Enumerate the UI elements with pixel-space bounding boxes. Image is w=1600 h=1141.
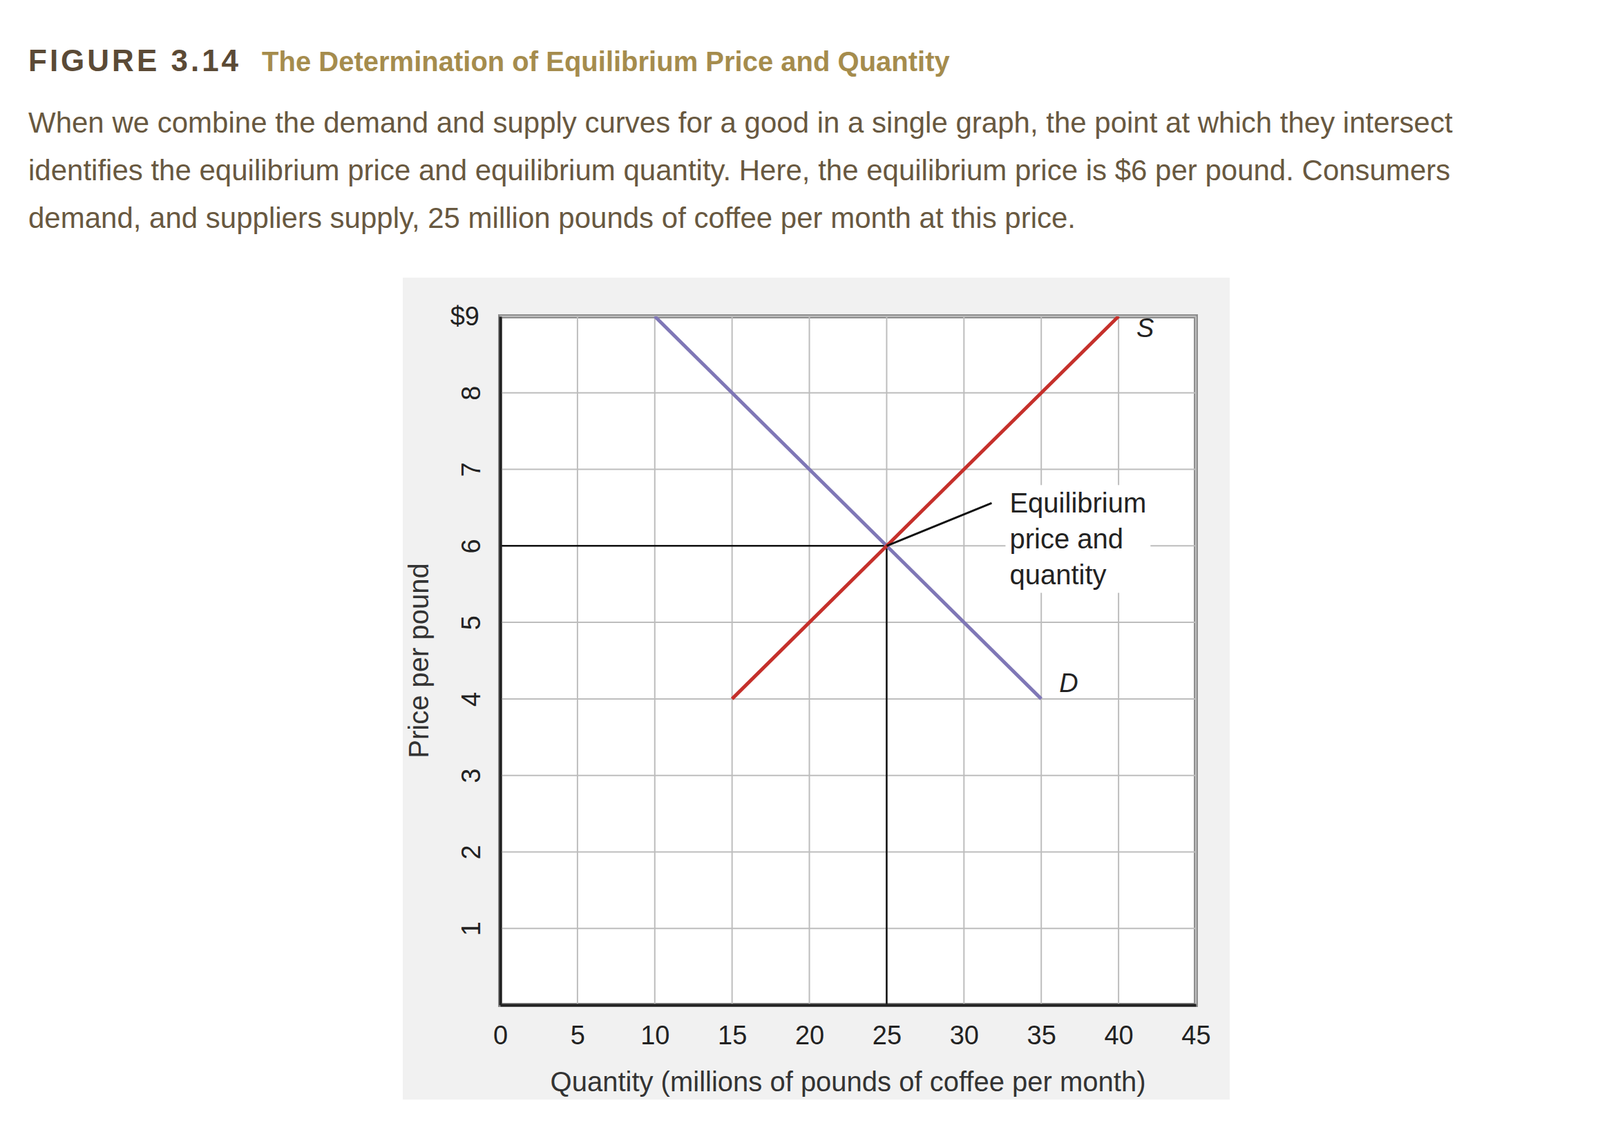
series-line xyxy=(654,316,1042,700)
y-tick: 8 xyxy=(456,386,501,401)
x-tick-label: 25 xyxy=(872,1021,902,1051)
y-tick: 3 xyxy=(456,768,501,784)
y-axis-title: Price per pound xyxy=(403,563,434,758)
y-tick: 5 xyxy=(456,615,501,631)
grid-line-y xyxy=(500,469,1196,471)
x-tick-label: 20 xyxy=(795,1021,825,1051)
y-tick: 1 xyxy=(456,921,501,937)
x-tick: 15 xyxy=(717,1005,747,1051)
x-tick-label: 10 xyxy=(640,1021,670,1051)
x-tick-label: 5 xyxy=(570,1021,586,1051)
caption-line: demand, and suppliers supply, 25 million… xyxy=(28,201,1076,235)
grid-line-x xyxy=(731,316,733,1006)
plot-area xyxy=(500,316,1196,1006)
caption-line: identifies the equilibrium price and equ… xyxy=(28,154,1451,187)
x-tick-label: 0 xyxy=(493,1021,508,1051)
reference-line xyxy=(885,545,888,1006)
grid-line-x xyxy=(1040,316,1042,1006)
grid-line-x xyxy=(1195,316,1197,1006)
title: The Determination of Equilibrium Price a… xyxy=(261,46,950,77)
grid-line-y xyxy=(500,315,1196,318)
x-tick-label: 30 xyxy=(949,1021,979,1051)
y-tick: 2 xyxy=(456,844,501,860)
grid-line-x xyxy=(1117,316,1120,1006)
y-tick-label: 4 xyxy=(456,692,486,707)
x-tick-label: 15 xyxy=(717,1021,747,1051)
y-tick-label: 1 xyxy=(456,921,486,937)
caption-line: When we combine the demand and supply cu… xyxy=(28,106,1453,139)
grid-line-x xyxy=(499,316,501,1006)
grid-line-y xyxy=(500,621,1196,624)
x-tick: 5 xyxy=(570,1005,586,1051)
caption: When we combine the demand and supply cu… xyxy=(28,106,1453,235)
page-background xyxy=(0,0,1600,1141)
chart-svg: FIGURE 3.14 The Determination of Equilibr… xyxy=(0,0,1600,1141)
annotation-leader xyxy=(886,502,992,546)
x-tick: 30 xyxy=(949,1005,979,1051)
y-tick: 4 xyxy=(456,692,501,707)
grid-line-y xyxy=(500,698,1196,700)
x-tick: 10 xyxy=(640,1005,670,1051)
grid-line-x xyxy=(808,316,811,1006)
y-tick-label: 5 xyxy=(456,615,486,631)
x-tick: 0 xyxy=(493,1005,508,1051)
x-tick: 45 xyxy=(1181,1005,1211,1051)
grid xyxy=(500,316,1196,1006)
annotation-text: quantity xyxy=(1009,559,1107,590)
plot-marks xyxy=(500,316,1119,1006)
y-tick-label: 6 xyxy=(456,538,486,554)
annotation: Equilibrium price and quantity xyxy=(886,484,1151,593)
x-tick-label: 35 xyxy=(1027,1021,1057,1051)
y-tick-label: $9 xyxy=(450,301,480,331)
x-tick-label: 45 xyxy=(1181,1021,1211,1051)
x-tick: 20 xyxy=(795,1005,825,1051)
series-label: D xyxy=(1059,668,1078,698)
y-tick-label: 8 xyxy=(456,386,486,401)
grid-line-y xyxy=(500,927,1196,930)
y-tick: $9 xyxy=(450,301,501,331)
figure-title: FIGURE 3.14 The Determination of Equilibr… xyxy=(28,43,951,78)
x-tick: 35 xyxy=(1027,1005,1057,1051)
y-axis-line xyxy=(499,317,503,1006)
annotation-text: Equilibrium xyxy=(1009,487,1147,519)
chart-panel xyxy=(402,277,1230,1100)
y-tick: 7 xyxy=(456,462,501,477)
figure-label: FIGURE 3.14 xyxy=(28,43,242,78)
x-axis-title: Quantity (millions of pounds of coffee p… xyxy=(550,1066,1147,1098)
x-tick: 25 xyxy=(872,1005,902,1051)
x-tick: 40 xyxy=(1103,1005,1133,1051)
grid-line-x xyxy=(963,316,965,1006)
annotation-text: price and xyxy=(1009,523,1124,555)
x-tick-label: 40 xyxy=(1103,1021,1133,1051)
grid-line-y xyxy=(500,775,1196,777)
grid-line-x xyxy=(885,316,888,1006)
annotation-background xyxy=(1005,484,1151,593)
y-tick: 6 xyxy=(456,538,501,554)
y-tick-label: 2 xyxy=(456,844,486,860)
grid-line-y xyxy=(500,392,1196,394)
x-axis: 0 5 10 15 20 25 30 35 40 45 xyxy=(493,1005,1212,1051)
reference-line xyxy=(500,545,887,548)
series-label: S xyxy=(1136,313,1154,343)
y-axis: 1 2 3 4 5 6 7 8 $9 xyxy=(450,301,501,1006)
grid-line-x xyxy=(654,316,656,1006)
grid-line-y xyxy=(500,851,1196,853)
grid-line-x xyxy=(576,316,579,1006)
y-tick-label: 7 xyxy=(456,462,486,477)
y-tick-label: 3 xyxy=(456,768,486,784)
x-axis-line xyxy=(500,1004,1197,1008)
